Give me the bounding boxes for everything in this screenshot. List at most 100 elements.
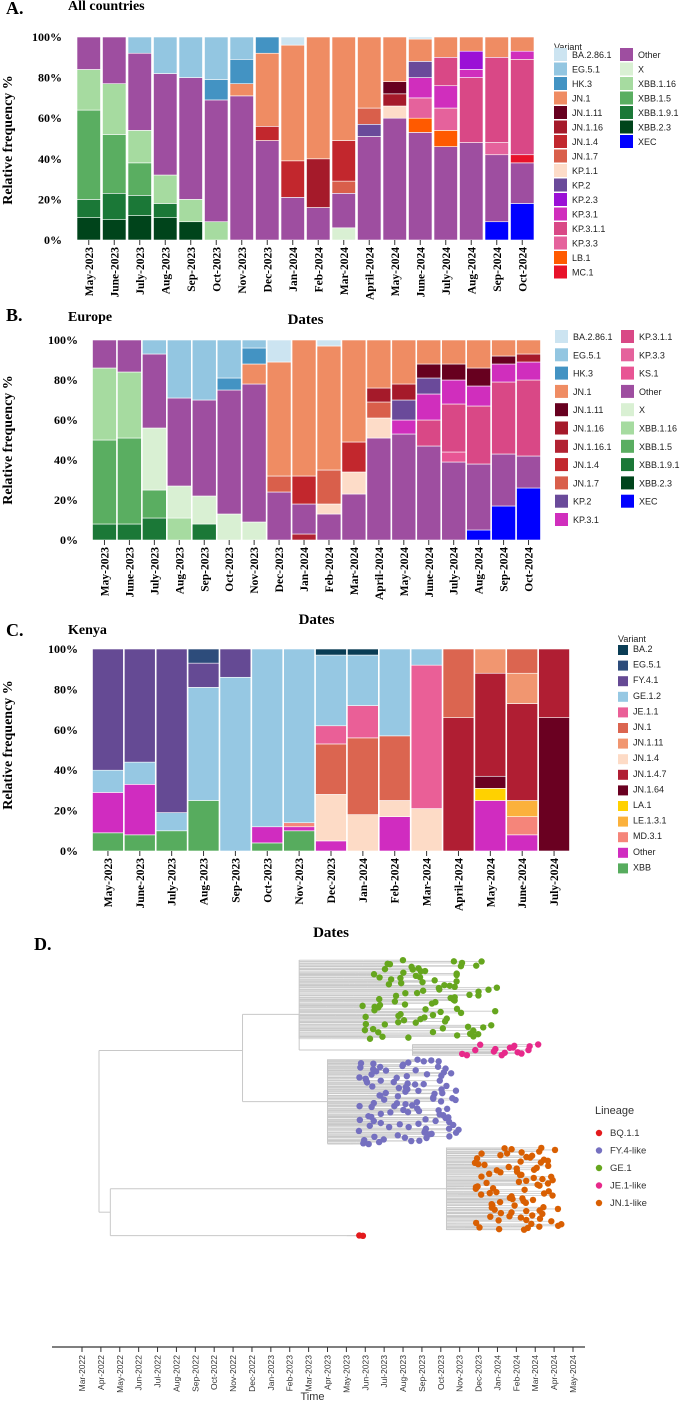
bar-segment [92, 523, 117, 541]
legend-swatch [555, 384, 568, 398]
tree-tip-ge-1 [437, 1008, 444, 1016]
legend-label: MD.3.1 [633, 831, 662, 841]
bar-segment [331, 227, 356, 241]
tree-tip-ge-1 [395, 1019, 402, 1026]
x-tick-label: July-2023 [167, 858, 179, 906]
bar-segment [510, 154, 535, 164]
tree-tip-fy-4-like [408, 1137, 415, 1145]
tree-tip-fy-4-like [402, 1100, 409, 1108]
legend-label: JN.1.11 [633, 738, 663, 748]
bar-segment [153, 73, 178, 176]
tree-tip-fy-4-like [452, 1096, 459, 1104]
x-tick-label: July-2023 [149, 547, 161, 595]
tree-tip-fy-4-like [356, 1074, 363, 1081]
tree-tip-ge-1 [400, 1017, 408, 1024]
tree-tip-ge-1 [391, 998, 399, 1005]
panel-a-letter: A. [6, 0, 24, 18]
x-tick-label: Feb-2024 [390, 858, 402, 904]
tree-tip-ge-1 [362, 1020, 370, 1028]
x-tick-label: Nov-2023 [249, 547, 261, 594]
legend-label: HK.3 [572, 79, 592, 89]
tree-tip-je-1-like [506, 1044, 514, 1051]
bar-segment [92, 792, 124, 834]
tree-tip-ge-1 [428, 1000, 436, 1007]
tree-legend-label: JE.1-like [610, 1181, 646, 1192]
bar-segment [516, 339, 541, 355]
legend-label: XEC [638, 137, 657, 147]
legend-label: Other [633, 847, 656, 857]
legend-swatch [555, 476, 568, 490]
y-axis-label: Relative frequency % [1, 75, 16, 205]
bar-segment [416, 393, 442, 421]
legend-label: EG.5.1 [573, 350, 601, 360]
bar-segment [142, 517, 167, 541]
bar-segment [382, 81, 407, 95]
tree-tip-jn-1-like [520, 1226, 528, 1233]
panel-d-letter: D. [34, 934, 52, 954]
tree-tip-ge-1 [370, 971, 378, 978]
legend-label: EG.5.1 [572, 65, 600, 75]
tree-tip-ge-1 [492, 1007, 499, 1015]
bar-segment [291, 339, 317, 477]
y-tick-label: 80% [54, 373, 78, 387]
tree-tip-jn-1-like [486, 1189, 493, 1197]
bar-segment [510, 203, 535, 241]
legend-label: EG.5.1 [633, 660, 661, 670]
time-tick-label: Aug-2022 [171, 1355, 181, 1392]
bar-segment [92, 769, 124, 793]
bar-segment [416, 445, 442, 541]
legend-label: XBB.1.5 [638, 94, 671, 104]
tree-tip-fy-4-like [370, 1117, 377, 1125]
x-tick-label: July-2024 [449, 547, 461, 595]
bar-segment [382, 36, 407, 82]
bar-segment [474, 800, 507, 852]
bar-segment [315, 648, 347, 656]
bar-segment [510, 59, 535, 156]
legend-label: XBB.1.16 [639, 424, 677, 434]
y-tick-label: 100% [48, 333, 78, 347]
tree-tip-jn-1-like [551, 1146, 559, 1154]
legend-swatch [618, 816, 628, 827]
legend-label: KP.1.1 [572, 166, 598, 176]
bar-segment [178, 36, 203, 78]
tree-tip-ge-1 [441, 1018, 449, 1025]
y-tick-label: 20% [54, 493, 78, 507]
legend-label: XBB.2.3 [639, 478, 672, 488]
tree-tip-fy-4-like [371, 1133, 378, 1141]
time-axis-label: Time [300, 1391, 324, 1403]
tree-tip-jn-1-like [481, 1161, 488, 1169]
legend-swatch [621, 476, 634, 490]
tree-tip-fy-4-like [385, 1123, 393, 1131]
bar-segment [251, 826, 283, 844]
bar-segment [229, 83, 254, 97]
legend-swatch [555, 439, 568, 453]
tree-tip-fy-4-like [377, 1077, 384, 1084]
tree-legend-label: GE.1 [610, 1163, 632, 1174]
bar-segment [266, 475, 292, 493]
tree-tip-jn-1-like [527, 1154, 534, 1161]
bar-segment [331, 140, 356, 182]
time-tick-label: May-2023 [341, 1355, 351, 1393]
bar-segment [441, 461, 466, 541]
tree-tip-fy-4-like [415, 1087, 422, 1094]
bar-segment [391, 433, 417, 541]
tree-tip-ge-1 [412, 1019, 419, 1026]
tree-tip-fy-4-like [368, 1103, 375, 1111]
x-tick-label: May-2023 [84, 247, 96, 296]
panel-d: D. Mar-2022 Apr-2022 May-2022 Jun-2022 Jul-20… [34, 934, 647, 1403]
legend-swatch [554, 251, 567, 264]
tree-tip-jn-1-like [515, 1178, 523, 1186]
bar-segment [315, 743, 347, 795]
y-tick-label: 40% [54, 453, 78, 467]
tree-tip-fy-4-like [377, 1119, 384, 1127]
tree-tip-ge-1 [475, 992, 482, 999]
bar-segment [506, 834, 538, 852]
bar-segment [516, 353, 541, 363]
bar-segment [459, 36, 484, 52]
tree-tip-ge-1 [474, 1030, 482, 1038]
tree-tip-ge-1 [362, 1013, 369, 1021]
tree-tip-jn-1-like [476, 1224, 483, 1231]
bar-segment [341, 339, 367, 443]
tree-legend-dot [595, 1199, 603, 1207]
bar-segment [416, 339, 442, 365]
